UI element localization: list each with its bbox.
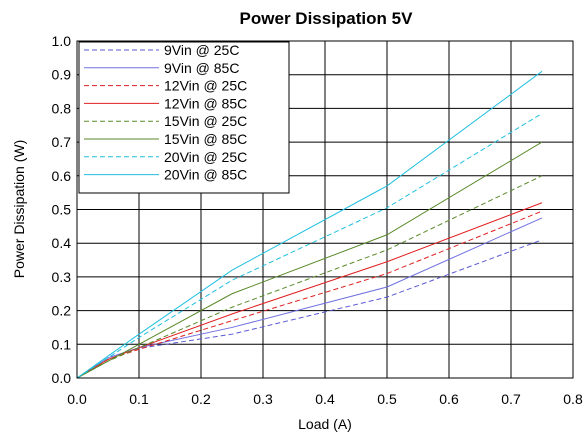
y-tick-label: 0.9 — [52, 67, 72, 83]
legend-label: 12Vin @ 25C — [164, 78, 247, 94]
y-tick-label: 0.0 — [52, 370, 72, 386]
legend-label: 20Vin @ 85C — [164, 167, 247, 183]
x-tick-labels: 0.0 0.1 0.2 0.3 0.4 0.5 0.6 0.7 0.8 — [67, 391, 583, 407]
plot-area-frame — [76, 40, 574, 379]
grid-lines — [77, 41, 573, 378]
legend-label: 9Vin @ 85C — [164, 60, 239, 76]
legend-label: 15Vin @ 85C — [164, 131, 247, 147]
x-tick-label: 0.4 — [315, 391, 335, 407]
y-tick-label: 0.7 — [52, 134, 72, 150]
y-tick-label: 0.8 — [52, 100, 72, 116]
series-line — [76, 175, 543, 379]
legend-label: 20Vin @ 25C — [164, 149, 247, 165]
x-tick-label: 0.1 — [129, 391, 149, 407]
chart-title: Power Dissipation 5V — [240, 9, 414, 28]
series-line — [76, 217, 543, 379]
y-tick-label: 0.5 — [52, 202, 72, 218]
x-tick-label: 0.8 — [563, 391, 583, 407]
x-tick-label: 0.3 — [253, 391, 273, 407]
series-line — [76, 70, 543, 379]
x-tick-label: 0.5 — [377, 391, 397, 407]
series-lines — [76, 70, 543, 379]
series-line — [76, 202, 543, 379]
series-line — [76, 141, 543, 379]
y-tick-label: 0.2 — [52, 303, 72, 319]
x-axis-label: Load (A) — [298, 416, 352, 432]
y-axis-label: Power Dissipation (W) — [11, 140, 27, 278]
y-tick-label: 0.6 — [52, 168, 72, 184]
y-tick-label: 0.1 — [52, 336, 72, 352]
x-tick-label: 0.0 — [67, 391, 87, 407]
x-tick-label: 0.6 — [439, 391, 459, 407]
legend-label: 12Vin @ 85C — [164, 95, 247, 111]
y-tick-label: 0.4 — [52, 235, 72, 251]
series-line — [76, 210, 543, 379]
legend-box — [78, 41, 290, 194]
legend-label: 15Vin @ 25C — [164, 113, 247, 129]
y-tick-label: 0.3 — [52, 269, 72, 285]
y-tick-label: 1.0 — [52, 33, 72, 49]
x-tick-label: 0.7 — [501, 391, 521, 407]
series-line — [76, 113, 543, 379]
legend-label: 9Vin @ 25C — [164, 42, 239, 58]
y-tick-labels: 0.0 0.1 0.2 0.3 0.4 0.5 0.6 0.7 0.8 0.9 1.0 — [52, 33, 72, 386]
series-line — [76, 239, 543, 379]
x-tick-label: 0.2 — [191, 391, 211, 407]
